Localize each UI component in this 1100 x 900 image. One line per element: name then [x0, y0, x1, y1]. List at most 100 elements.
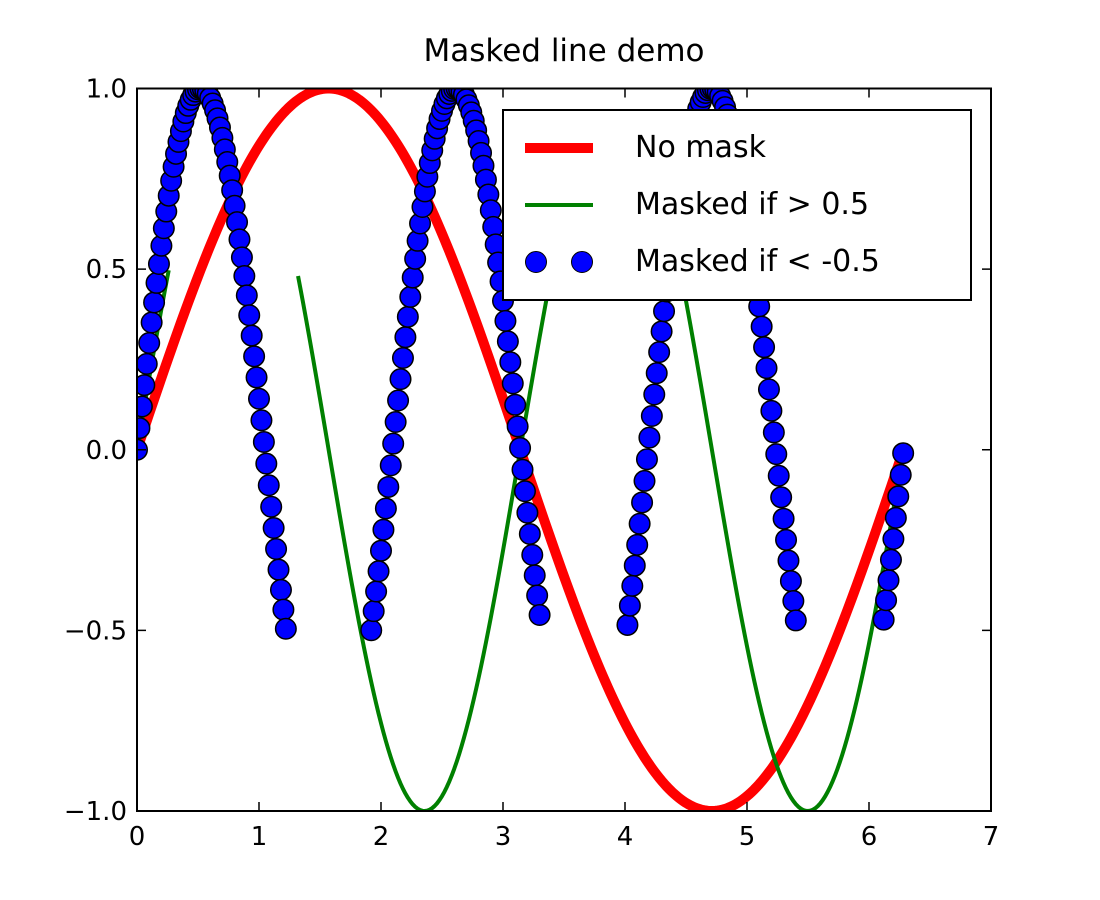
series-masked-if-lt-marker: [372, 518, 395, 541]
series-masked-if-lt-marker: [509, 437, 532, 460]
no-mask-line-swatch-icon: [525, 142, 593, 153]
legend-entry-no-mask: No mask: [525, 129, 960, 165]
series-masked-if-lt-marker: [138, 331, 161, 354]
series-masked-if-lt-marker: [765, 443, 788, 466]
series-masked-if-lt-marker: [753, 336, 776, 359]
series-masked-if-lt-marker: [235, 284, 258, 307]
x-tick-label: 6: [861, 822, 878, 852]
series-masked-if-lt-marker: [526, 584, 549, 607]
series-masked-if-lt-marker: [872, 608, 895, 631]
series-masked-if-lt-marker: [394, 326, 417, 349]
legend-entry-masked-gt: Masked if > 0.5: [525, 189, 960, 220]
marker-dot-icon: [571, 251, 593, 274]
series-masked-if-lt-marker: [399, 285, 422, 308]
series-masked-if-lt-marker: [879, 548, 902, 571]
series-masked-if-lt-marker: [499, 351, 522, 374]
series-masked-if-lt-marker: [137, 395, 153, 418]
series-masked-if-lt-marker: [238, 304, 261, 327]
series-masked-if-lt-marker: [252, 430, 275, 453]
x-tick-label: 2: [373, 822, 390, 852]
series-masked-if-lt-marker: [389, 368, 412, 391]
x-tick-label: 7: [983, 822, 1000, 852]
series-masked-if-lt-marker: [626, 533, 649, 556]
legend-label-masked-lt: Masked if < -0.5: [635, 244, 880, 280]
series-masked-if-lt-marker: [137, 352, 158, 375]
series-masked-if-lt-marker: [137, 374, 156, 397]
series-masked-if-lt-marker: [374, 497, 397, 520]
series-masked-if-lt-marker: [889, 463, 912, 486]
series-masked-if-lt-marker: [257, 474, 280, 497]
series-masked-if-lt-marker: [384, 411, 407, 434]
series-masked-if-lt-marker: [269, 578, 292, 601]
series-masked-if-lt-marker: [755, 357, 778, 380]
series-masked-if-lt-marker: [370, 539, 392, 562]
series-masked-if-lt-marker: [377, 475, 400, 498]
series-masked-if-lt-marker: [643, 383, 666, 406]
y-tick-label: 0.5: [86, 255, 127, 285]
y-tick-label: 1.0: [86, 75, 127, 105]
series-masked-if-lt-marker: [140, 311, 163, 334]
legend-box: No mask Masked if > 0.5 Masked if < -0.5: [502, 109, 972, 301]
y-tick-label: −1.0: [64, 797, 127, 827]
y-tick-label: −0.5: [64, 616, 127, 646]
series-masked-if-lt-marker: [494, 309, 517, 332]
masked-gt-line-swatch-icon: [525, 202, 593, 207]
series-masked-if-lt-marker: [387, 389, 410, 412]
series-masked-if-lt-marker: [265, 538, 288, 561]
series-masked-if-lt-marker: [404, 247, 427, 270]
series-masked-if-lt-marker: [365, 580, 388, 603]
series-masked-if-lt-marker: [750, 315, 773, 338]
series-masked-if-lt-marker: [260, 495, 283, 518]
series-masked-if-lt-marker: [243, 345, 266, 368]
legend-swatch-area: [525, 193, 593, 217]
series-masked-if-lt-marker: [757, 378, 780, 401]
series-masked-if-lt-marker: [640, 404, 663, 427]
series-masked-if-lt-marker: [250, 409, 273, 432]
series-masked-if-lt-marker: [272, 598, 295, 621]
series-masked-if-lt-marker: [779, 570, 802, 593]
legend-swatch-area: [525, 136, 593, 160]
series-masked-if-lt-marker: [379, 454, 402, 477]
series-masked-if-lt-marker: [635, 448, 658, 471]
x-tick-label: 3: [495, 822, 512, 852]
series-masked-if-lt-marker: [645, 362, 668, 385]
legend-swatch-area: [525, 250, 593, 274]
series-masked-if-lt-marker: [760, 399, 783, 422]
series-masked-if-lt-marker: [362, 600, 385, 623]
series-masked-if-lt-marker: [516, 501, 539, 524]
series-masked-if-lt-marker: [367, 560, 390, 583]
axis-ticks: 0 1 2 3 4 5 6 7 1.0 0.5 0.0 −0.5 −1.0: [64, 75, 999, 853]
series-masked-if-lt-marker: [518, 522, 541, 545]
series-masked-if-lt-marker: [382, 432, 405, 455]
legend-label-no-mask: No mask: [635, 129, 766, 165]
series-masked-if-lt-marker: [623, 554, 646, 577]
series-masked-if-lt-marker: [513, 480, 536, 503]
series-masked-if-lt-marker: [143, 291, 166, 314]
series-masked-if-lt-marker: [267, 558, 290, 581]
series-masked-if-lt-marker: [147, 253, 170, 276]
chart-title: Masked line demo: [423, 33, 705, 69]
series-masked-if-lt-marker: [633, 469, 656, 492]
series-masked-if-lt-marker: [762, 421, 785, 444]
series-masked-if-gt-line: [679, 274, 906, 811]
series-masked-if-lt-marker: [616, 613, 639, 636]
series-masked-if-lt-marker: [496, 330, 519, 353]
x-tick-label: 1: [251, 822, 268, 852]
series-masked-if-lt-marker: [618, 594, 641, 617]
series-masked-if-lt-marker: [245, 366, 268, 389]
series-masked-if-lt-marker: [875, 589, 898, 612]
series-masked-if-lt-marker: [145, 271, 168, 294]
series-masked-if-lt-marker: [401, 266, 424, 289]
series-masked-if-lt-marker: [504, 393, 527, 416]
series-masked-if-lt-marker: [255, 452, 278, 475]
series-masked-if-lt-marker: [772, 507, 795, 530]
series-masked-if-lt-marker: [653, 300, 676, 323]
x-tick-label: 0: [129, 822, 146, 852]
series-masked-if-lt-marker: [391, 346, 414, 369]
marker-dot-icon: [525, 251, 547, 274]
series-masked-if-lt-marker: [877, 569, 900, 592]
series-masked-if-lt-marker: [638, 426, 661, 449]
series-masked-if-lt-marker: [262, 517, 285, 540]
series-masked-if-lt-marker: [782, 590, 805, 613]
